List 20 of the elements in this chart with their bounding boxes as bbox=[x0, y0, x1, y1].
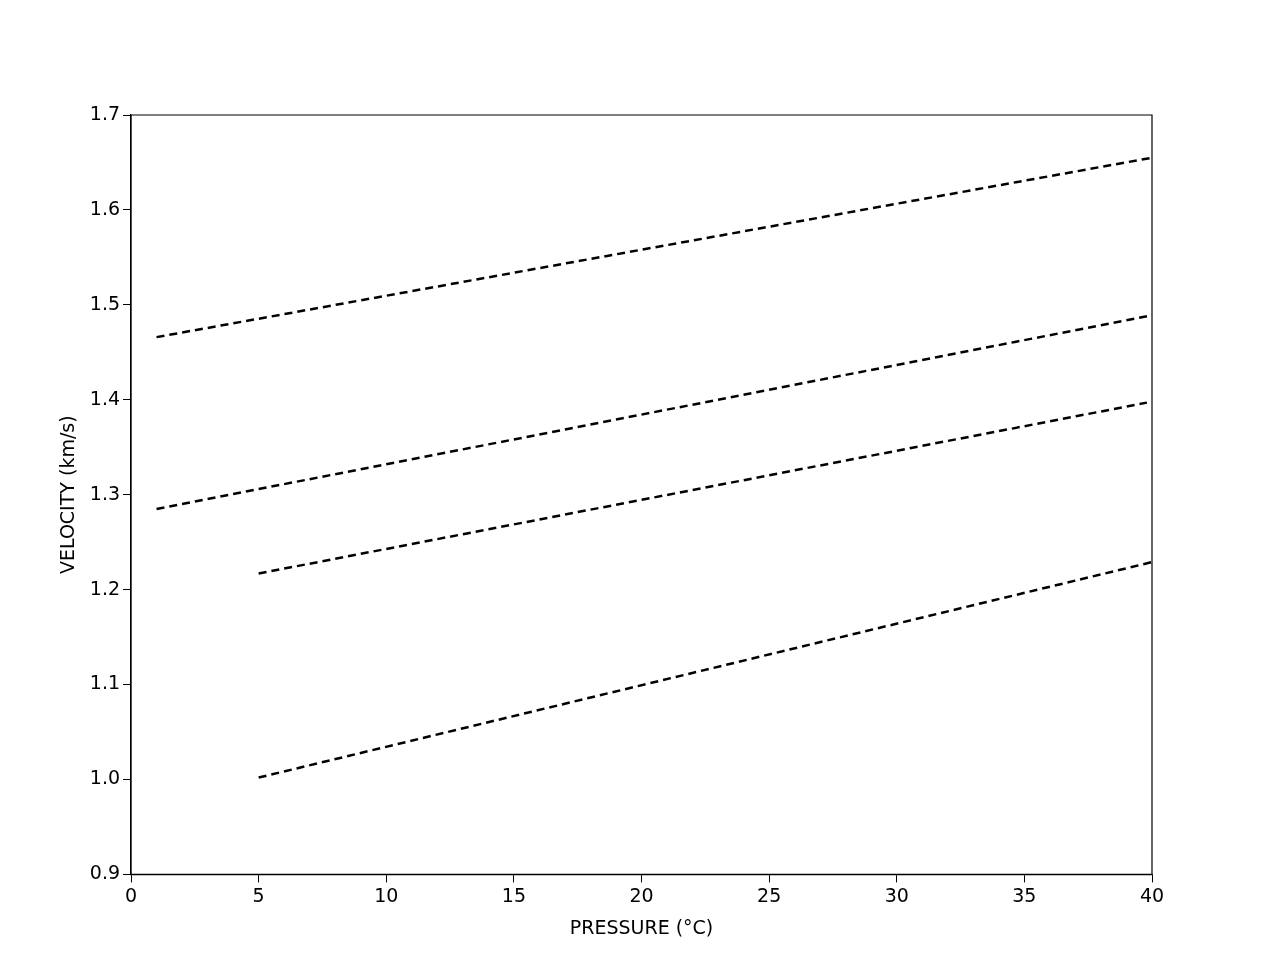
x-tick-label: 35 bbox=[1012, 883, 1037, 906]
x-tick-label: 10 bbox=[374, 883, 399, 906]
y-tick-label: 1.3 bbox=[89, 481, 121, 504]
y-tick-label: 1.7 bbox=[89, 101, 121, 124]
x-tick-label: 25 bbox=[757, 883, 782, 906]
x-tick-label: 30 bbox=[884, 883, 909, 906]
x-tick-label: 5 bbox=[252, 883, 265, 906]
x-axis-title: PRESSURE (°C) bbox=[569, 915, 714, 938]
y-tick-label: 1.5 bbox=[89, 291, 121, 314]
y-tick-label: 1.4 bbox=[89, 386, 121, 409]
y-tick-label: 1.0 bbox=[89, 766, 121, 789]
x-tick-label: 0 bbox=[124, 883, 138, 906]
y-tick-label: 1.2 bbox=[89, 576, 121, 599]
x-tick-label: 40 bbox=[1139, 883, 1165, 906]
y-tick-label: 1.6 bbox=[89, 196, 121, 219]
x-tick-label: 20 bbox=[629, 883, 654, 906]
x-tick-label: 15 bbox=[501, 883, 526, 906]
y-tick-label: 1.1 bbox=[89, 671, 121, 694]
y-axis-title: VELOCITY (km/s) bbox=[56, 415, 79, 575]
y-tick-label: 0.9 bbox=[89, 861, 121, 884]
